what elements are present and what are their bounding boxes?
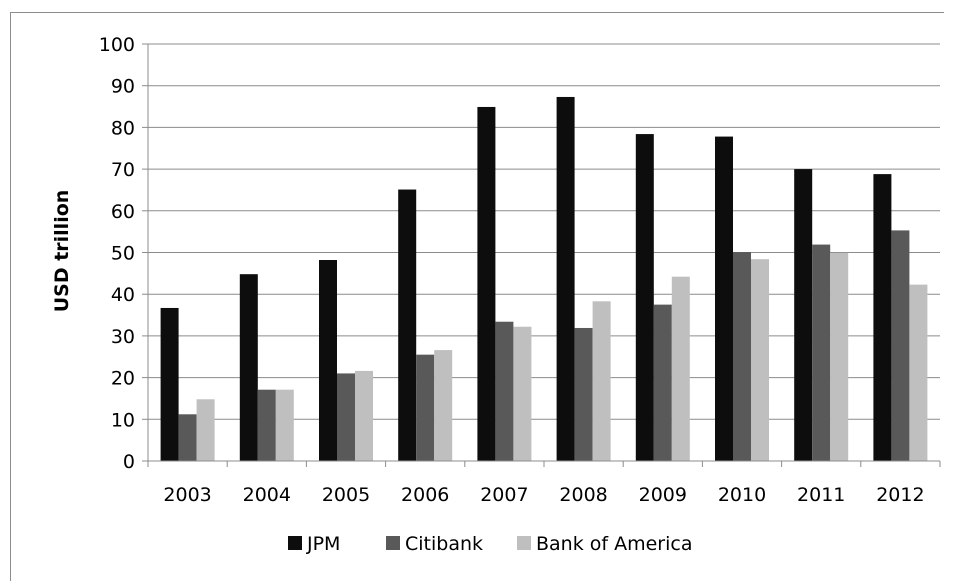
bar-bank-of-america-2009 <box>671 276 690 461</box>
chart-frame <box>10 12 944 581</box>
x-tick-label: 2009 <box>639 484 687 506</box>
y-tick-label: 100 <box>99 34 135 56</box>
y-tick-label: 50 <box>111 243 135 265</box>
bar-bank-of-america-2004 <box>275 389 294 461</box>
legend: JPM Citibank Bank of America <box>288 533 693 555</box>
bar-citibank-2005 <box>337 373 355 461</box>
bar-jpm-2005 <box>319 260 337 461</box>
x-tick-label: 2011 <box>797 484 845 506</box>
bar-jpm-2003 <box>160 307 179 461</box>
bar-jpm-2011 <box>794 169 813 461</box>
y-tick-label: 10 <box>111 409 135 431</box>
x-tick-label: 2003 <box>163 484 211 506</box>
bar-bank-of-america-2006 <box>434 350 453 461</box>
bar-citibank-2003 <box>178 414 197 461</box>
y-tick-label: 90 <box>111 76 135 98</box>
bars <box>160 96 928 462</box>
y-tick-label: 20 <box>111 368 135 390</box>
x-tick-label: 2006 <box>401 484 449 506</box>
bar-jpm-2009 <box>635 134 654 461</box>
legend-swatch <box>517 536 531 550</box>
bar-citibank-2010 <box>733 252 751 461</box>
x-tick-label: 2008 <box>559 484 607 506</box>
bar-bank-of-america-2007 <box>513 326 532 461</box>
x-tick-label: 2005 <box>322 484 370 506</box>
y-tick-labels: 0 10 20 30 40 50 60 70 80 90 100 <box>99 34 148 473</box>
bar-bank-of-america-2003 <box>196 399 215 461</box>
bar-jpm-2008 <box>556 96 575 462</box>
y-tick-label: 30 <box>111 326 135 348</box>
bar-citibank-2012 <box>891 230 910 461</box>
legend-swatch <box>386 536 400 550</box>
x-tick-label: 2007 <box>480 484 528 506</box>
bar-citibank-2007 <box>495 321 514 461</box>
legend-label: Bank of America <box>536 533 693 555</box>
legend-label: Citibank <box>405 533 483 555</box>
bar-jpm-2012 <box>873 174 892 461</box>
y-tick-label: 40 <box>111 284 135 306</box>
legend-swatch <box>288 536 302 550</box>
legend-label: JPM <box>306 533 340 555</box>
bar-jpm-2010 <box>715 136 733 461</box>
bar-citibank-2004 <box>257 389 276 461</box>
bar-jpm-2006 <box>398 189 417 461</box>
x-tick-labels: 2003 2004 2005 2006 2007 2008 2009 2010 2011 2012 <box>163 484 924 506</box>
x-tick-label: 2010 <box>718 484 766 506</box>
x-tick-label: 2004 <box>243 484 291 506</box>
bar-citibank-2009 <box>653 304 672 461</box>
y-tick-label: 0 <box>123 451 135 473</box>
y-tick-label: 80 <box>111 117 135 139</box>
bar-bank-of-america-2011 <box>830 252 849 461</box>
bar-citibank-2011 <box>812 244 831 461</box>
y-axis-label: USD trillion <box>51 190 73 313</box>
bar-bank-of-america-2010 <box>751 259 769 461</box>
bar-bank-of-america-2005 <box>355 370 373 461</box>
bar-citibank-2006 <box>416 354 435 461</box>
bar-citibank-2008 <box>574 327 593 461</box>
bar-bank-of-america-2008 <box>592 301 611 461</box>
bar-bank-of-america-2012 <box>909 284 928 461</box>
y-tick-label: 60 <box>111 201 135 223</box>
bar-jpm-2007 <box>477 106 496 461</box>
y-tick-label: 70 <box>111 159 135 181</box>
bar-jpm-2004 <box>239 274 258 461</box>
x-tick-label: 2012 <box>876 484 924 506</box>
